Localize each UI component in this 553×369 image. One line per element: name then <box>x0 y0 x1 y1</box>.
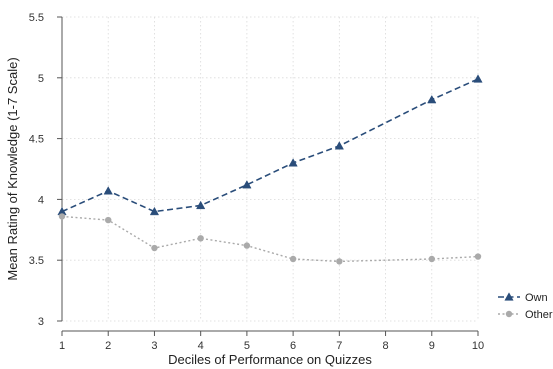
data-point-other <box>336 258 343 265</box>
data-point-own <box>473 74 483 83</box>
data-point-own <box>196 200 206 210</box>
series-own <box>57 74 483 216</box>
data-point-other <box>289 255 297 263</box>
data-point-other <box>105 216 112 224</box>
legend-label-own: Own <box>525 292 548 304</box>
data-point-own <box>242 180 252 189</box>
x-tick-label: 1 <box>59 340 65 352</box>
y-tick-label: 3 <box>38 316 44 328</box>
x-tick-label: 4 <box>198 340 204 352</box>
x-tick-label: 7 <box>336 340 342 352</box>
y-tick-label: 4 <box>38 194 44 206</box>
grid <box>61 16 479 322</box>
series <box>57 74 483 265</box>
y-axis-title: Mean Rating of Knowledge (1-7 Scale) <box>5 57 20 280</box>
data-point-own <box>334 141 344 150</box>
legend-marker-own <box>504 292 514 301</box>
data-point-own <box>103 186 113 195</box>
series-line-own <box>61 78 479 213</box>
y-tick-label: 5 <box>38 73 44 85</box>
x-axis-title: Deciles of Performance on Quizzes <box>168 352 372 367</box>
x-tick-label: 5 <box>244 340 250 352</box>
series-line-other <box>61 215 479 263</box>
x-tick-label: 10 <box>472 340 484 352</box>
x-tick-label: 6 <box>290 340 296 352</box>
x-tick-label: 8 <box>382 340 388 352</box>
data-point-own <box>427 94 437 104</box>
data-point-other <box>428 255 435 263</box>
legend-item-own: Own <box>498 292 548 304</box>
data-point-other <box>197 235 204 242</box>
data-point-own <box>149 206 160 216</box>
x-tick-label: 3 <box>151 340 157 352</box>
legend-item-other: Other <box>498 309 553 321</box>
tick-labels: 3 3.5 4 4.5 5 5.5 1 2 3 4 5 6 7 8 9 10 <box>29 12 484 352</box>
y-tick-label: 4.5 <box>29 134 44 146</box>
series-other <box>58 213 482 265</box>
data-point-own <box>288 158 298 167</box>
legend-label-other: Other <box>525 309 553 321</box>
data-point-other <box>474 253 482 260</box>
legend: Own Other <box>498 292 553 321</box>
y-tick-label: 5.5 <box>29 12 44 24</box>
legend-marker-other <box>505 310 513 318</box>
data-point-other <box>243 242 251 249</box>
x-tick-label: 2 <box>105 340 111 352</box>
data-point-other <box>58 213 66 220</box>
y-tick-label: 3.5 <box>29 255 44 267</box>
data-point-other <box>151 244 158 252</box>
axes <box>61 17 478 332</box>
x-tick-label: 9 <box>429 340 435 352</box>
